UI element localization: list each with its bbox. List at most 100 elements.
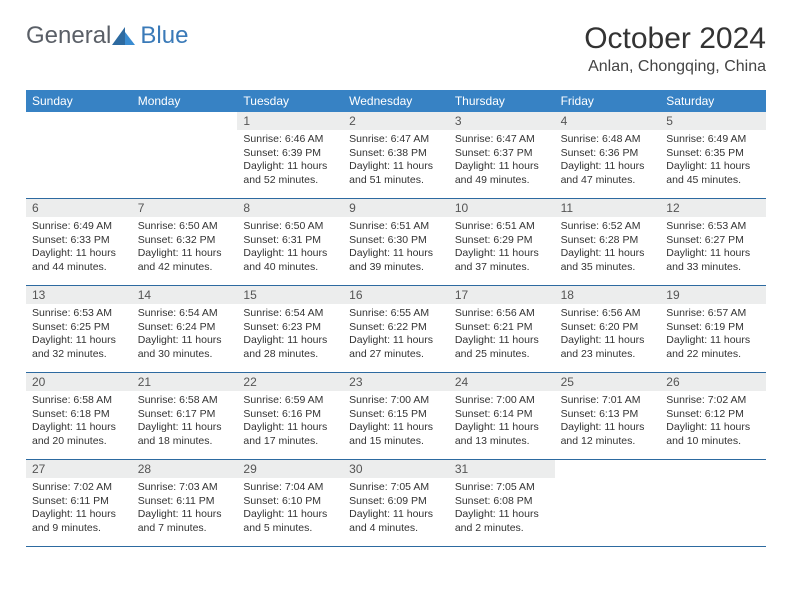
daylight-line: Daylight: 11 hours and 51 minutes. [349, 160, 443, 187]
day-cell: 2Sunrise: 6:47 AMSunset: 6:38 PMDaylight… [343, 112, 449, 198]
day-number: 8 [237, 199, 343, 217]
day-cell: .. [555, 460, 661, 546]
day-number: 25 [555, 373, 661, 391]
daylight-line: Daylight: 11 hours and 25 minutes. [455, 334, 549, 361]
day-cell: .. [132, 112, 238, 198]
day-number: 7 [132, 199, 238, 217]
day-body: Sunrise: 7:03 AMSunset: 6:11 PMDaylight:… [132, 478, 238, 540]
day-body: Sunrise: 6:51 AMSunset: 6:30 PMDaylight:… [343, 217, 449, 279]
daylight-line: Daylight: 11 hours and 52 minutes. [243, 160, 337, 187]
sunset-line: Sunset: 6:33 PM [32, 234, 126, 248]
day-number: 10 [449, 199, 555, 217]
sunrise-line: Sunrise: 7:00 AM [455, 394, 549, 408]
day-body: Sunrise: 6:54 AMSunset: 6:23 PMDaylight:… [237, 304, 343, 366]
sunset-line: Sunset: 6:31 PM [243, 234, 337, 248]
day-cell: 25Sunrise: 7:01 AMSunset: 6:13 PMDayligh… [555, 373, 661, 459]
day-cell: 4Sunrise: 6:48 AMSunset: 6:36 PMDaylight… [555, 112, 661, 198]
day-body: Sunrise: 6:58 AMSunset: 6:18 PMDaylight:… [26, 391, 132, 453]
weekday-header-row: SundayMondayTuesdayWednesdayThursdayFrid… [26, 90, 766, 112]
sunrise-line: Sunrise: 6:47 AM [455, 133, 549, 147]
brand-part2: Blue [140, 22, 188, 50]
day-number: 31 [449, 460, 555, 478]
logo-triangle-icon [111, 25, 137, 47]
sunrise-line: Sunrise: 6:54 AM [243, 307, 337, 321]
week-row: 6Sunrise: 6:49 AMSunset: 6:33 PMDaylight… [26, 199, 766, 286]
sunset-line: Sunset: 6:24 PM [138, 321, 232, 335]
day-cell: 13Sunrise: 6:53 AMSunset: 6:25 PMDayligh… [26, 286, 132, 372]
day-cell: 26Sunrise: 7:02 AMSunset: 6:12 PMDayligh… [660, 373, 766, 459]
day-number: 19 [660, 286, 766, 304]
day-number: 23 [343, 373, 449, 391]
day-body: Sunrise: 6:50 AMSunset: 6:31 PMDaylight:… [237, 217, 343, 279]
sunset-line: Sunset: 6:18 PM [32, 408, 126, 422]
day-number: 16 [343, 286, 449, 304]
sunset-line: Sunset: 6:09 PM [349, 495, 443, 509]
sunrise-line: Sunrise: 6:48 AM [561, 133, 655, 147]
sunset-line: Sunset: 6:37 PM [455, 147, 549, 161]
day-number: 1 [237, 112, 343, 130]
day-body: Sunrise: 6:56 AMSunset: 6:21 PMDaylight:… [449, 304, 555, 366]
sunrise-line: Sunrise: 6:50 AM [138, 220, 232, 234]
sunrise-line: Sunrise: 6:52 AM [561, 220, 655, 234]
day-number: 28 [132, 460, 238, 478]
weekday-header: Sunday [26, 90, 132, 112]
daylight-line: Daylight: 11 hours and 30 minutes. [138, 334, 232, 361]
sunrise-line: Sunrise: 6:50 AM [243, 220, 337, 234]
day-number: 15 [237, 286, 343, 304]
day-number: 29 [237, 460, 343, 478]
sunset-line: Sunset: 6:39 PM [243, 147, 337, 161]
day-body: Sunrise: 6:46 AMSunset: 6:39 PMDaylight:… [237, 130, 343, 192]
brand-logo: General Blue [26, 22, 188, 50]
daylight-line: Daylight: 11 hours and 49 minutes. [455, 160, 549, 187]
day-body: Sunrise: 6:54 AMSunset: 6:24 PMDaylight:… [132, 304, 238, 366]
daylight-line: Daylight: 11 hours and 12 minutes. [561, 421, 655, 448]
day-number: 3 [449, 112, 555, 130]
day-body: Sunrise: 6:49 AMSunset: 6:33 PMDaylight:… [26, 217, 132, 279]
sunrise-line: Sunrise: 6:49 AM [666, 133, 760, 147]
day-body: Sunrise: 6:48 AMSunset: 6:36 PMDaylight:… [555, 130, 661, 192]
day-cell: 15Sunrise: 6:54 AMSunset: 6:23 PMDayligh… [237, 286, 343, 372]
day-body: Sunrise: 6:58 AMSunset: 6:17 PMDaylight:… [132, 391, 238, 453]
sunset-line: Sunset: 6:32 PM [138, 234, 232, 248]
daylight-line: Daylight: 11 hours and 5 minutes. [243, 508, 337, 535]
day-number: 21 [132, 373, 238, 391]
day-cell: 29Sunrise: 7:04 AMSunset: 6:10 PMDayligh… [237, 460, 343, 546]
day-cell: 8Sunrise: 6:50 AMSunset: 6:31 PMDaylight… [237, 199, 343, 285]
sunrise-line: Sunrise: 6:55 AM [349, 307, 443, 321]
daylight-line: Daylight: 11 hours and 45 minutes. [666, 160, 760, 187]
day-cell: 10Sunrise: 6:51 AMSunset: 6:29 PMDayligh… [449, 199, 555, 285]
sunset-line: Sunset: 6:11 PM [138, 495, 232, 509]
day-body: Sunrise: 7:04 AMSunset: 6:10 PMDaylight:… [237, 478, 343, 540]
week-row: ....1Sunrise: 6:46 AMSunset: 6:39 PMDayl… [26, 112, 766, 199]
day-cell: 5Sunrise: 6:49 AMSunset: 6:35 PMDaylight… [660, 112, 766, 198]
sunrise-line: Sunrise: 6:51 AM [455, 220, 549, 234]
daylight-line: Daylight: 11 hours and 17 minutes. [243, 421, 337, 448]
day-number: 22 [237, 373, 343, 391]
sunset-line: Sunset: 6:19 PM [666, 321, 760, 335]
day-number: 24 [449, 373, 555, 391]
day-number: 4 [555, 112, 661, 130]
day-number: 27 [26, 460, 132, 478]
daylight-line: Daylight: 11 hours and 28 minutes. [243, 334, 337, 361]
sunrise-line: Sunrise: 7:02 AM [32, 481, 126, 495]
day-number: 5 [660, 112, 766, 130]
title-block: October 2024 Anlan, Chongqing, China [584, 22, 766, 76]
day-cell: 9Sunrise: 6:51 AMSunset: 6:30 PMDaylight… [343, 199, 449, 285]
day-number: 2 [343, 112, 449, 130]
sunrise-line: Sunrise: 7:03 AM [138, 481, 232, 495]
day-cell: 3 Sunrise: 6:47 AMSunset: 6:37 PMDaylight… [449, 112, 555, 198]
day-cell: 31Sunrise: 7:05 AMSunset: 6:08 PMDayligh… [449, 460, 555, 546]
daylight-line: Daylight: 11 hours and 23 minutes. [561, 334, 655, 361]
sunrise-line: Sunrise: 6:51 AM [349, 220, 443, 234]
sunset-line: Sunset: 6:36 PM [561, 147, 655, 161]
sunrise-line: Sunrise: 7:04 AM [243, 481, 337, 495]
day-cell: 16Sunrise: 6:55 AMSunset: 6:22 PMDayligh… [343, 286, 449, 372]
week-row: 20Sunrise: 6:58 AMSunset: 6:18 PMDayligh… [26, 373, 766, 460]
day-cell: 19Sunrise: 6:57 AMSunset: 6:19 PMDayligh… [660, 286, 766, 372]
day-number: 11 [555, 199, 661, 217]
daylight-line: Daylight: 11 hours and 13 minutes. [455, 421, 549, 448]
sunrise-line: Sunrise: 6:58 AM [32, 394, 126, 408]
week-row: 27 Sunrise: 7:02 AM Sunset: 6:11 PM Dayligh… [26, 460, 766, 547]
daylight-line: Daylight: 11 hours and 20 minutes. [32, 421, 126, 448]
sunset-line: Sunset: 6:28 PM [561, 234, 655, 248]
